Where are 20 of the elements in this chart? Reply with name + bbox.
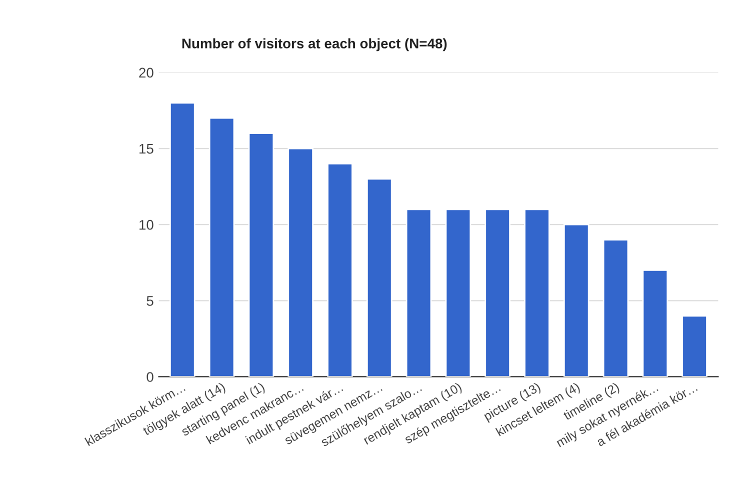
bar: [445, 208, 472, 377]
y-tick-label: 5: [146, 296, 154, 306]
bar: [602, 239, 629, 377]
bar: [682, 315, 708, 377]
bar: [366, 178, 392, 377]
bar: [563, 224, 590, 377]
y-tick-label: 0: [146, 372, 154, 382]
bar: [524, 208, 550, 377]
y-tick-label: 20: [139, 68, 154, 78]
y-tick-label: 15: [140, 144, 154, 154]
bar: [642, 270, 668, 377]
bar: [169, 102, 196, 377]
chart-title: Number of visitors at each object (N=48): [182, 38, 447, 52]
bar: [406, 208, 432, 377]
bar: [327, 163, 353, 377]
bar: [248, 132, 274, 377]
y-tick-label: 10: [140, 220, 154, 230]
bar: [208, 117, 235, 377]
bar: [484, 208, 510, 377]
bar: [288, 148, 314, 377]
